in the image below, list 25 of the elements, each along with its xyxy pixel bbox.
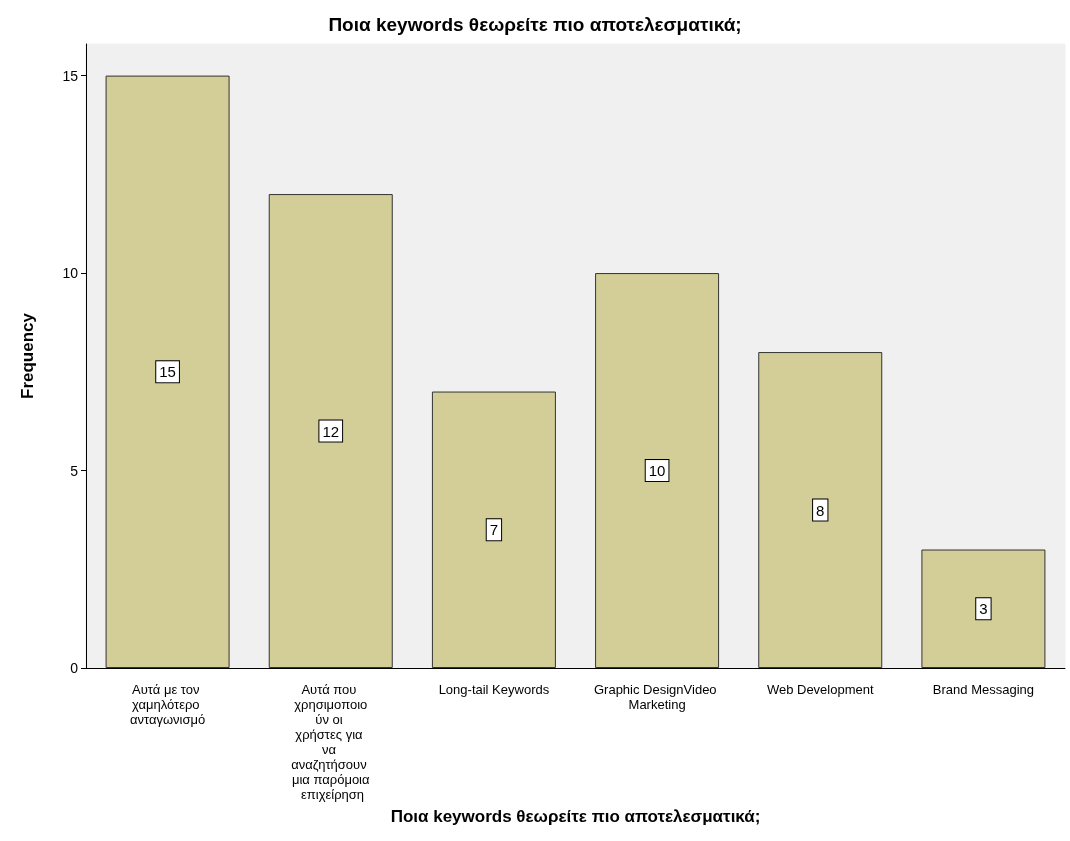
y-tick-label: 15	[62, 67, 79, 84]
x-tick-label: Long-tail Keywords	[438, 682, 550, 697]
bar	[431, 391, 556, 668]
data-label: 15	[159, 363, 176, 381]
bar	[595, 273, 720, 668]
x-tick-label: Web Development	[766, 682, 874, 697]
x-axis-title: Ποια keywords θεωρείτε πιο αποτελεσματικά;	[390, 807, 761, 826]
data-label: 12	[322, 422, 340, 440]
bar	[758, 352, 883, 668]
y-tick-label: 10	[62, 265, 79, 282]
data-label: 8	[816, 501, 825, 519]
y-axis-title: Frequency	[18, 312, 37, 399]
x-tick-label: Αυτά που χρησιμοποιούν οι χρήστες για να αναζητήσουν μια παρόμοια επιχείρηση	[291, 682, 371, 802]
x-tick-label: Graphic DesignVideo Marketing	[593, 682, 721, 712]
y-tick-label: 5	[70, 462, 79, 479]
bar	[105, 75, 230, 668]
bar	[268, 194, 393, 668]
data-label: 10	[648, 462, 666, 480]
bar	[921, 549, 1046, 668]
data-label: 7	[489, 521, 499, 539]
data-label: 3	[979, 600, 988, 618]
y-tick-label: 0	[70, 660, 79, 676]
chart-title: Ποια keywords θεωρείτε πιο αποτελεσματικά;	[328, 14, 742, 35]
x-tick-label: Αυτά με τον χαμηλότερο ανταγωνισμό	[129, 682, 206, 727]
x-tick-label: Brand Messaging	[932, 682, 1034, 697]
